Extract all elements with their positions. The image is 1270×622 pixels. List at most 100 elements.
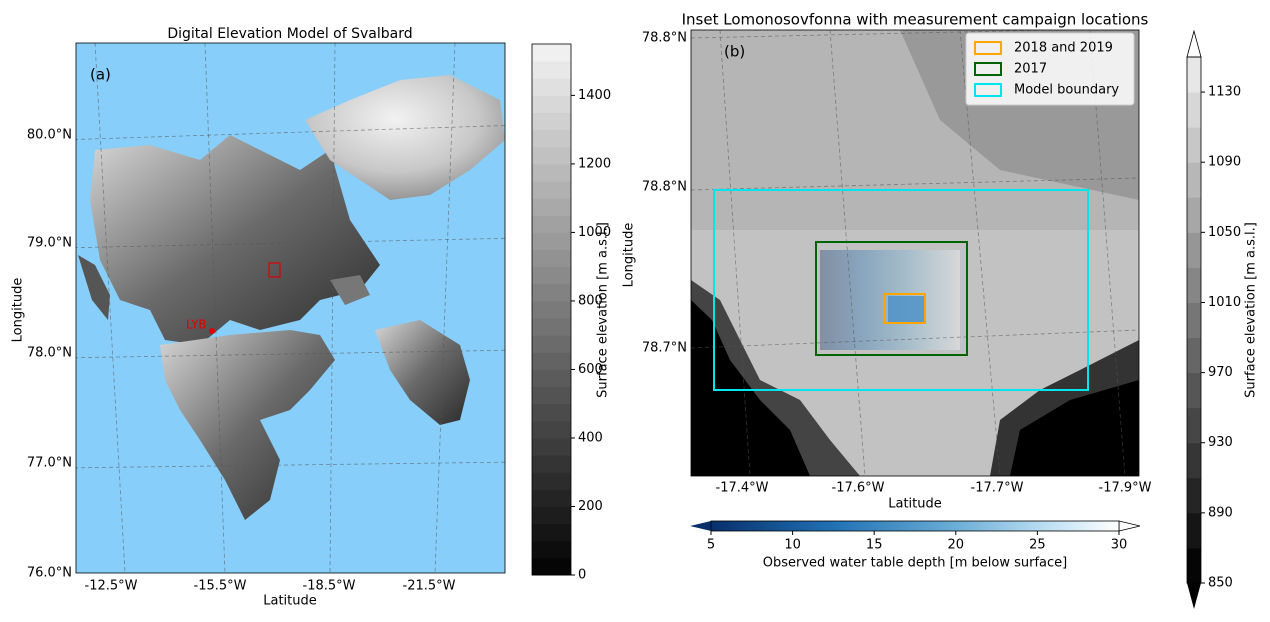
colorbar-tick-label: 1090 (1208, 155, 1241, 170)
colorbar-band (1187, 372, 1201, 409)
colorbar-band (1187, 442, 1201, 479)
colorbar-tick-label: 930 (1208, 435, 1233, 450)
colorbar-band (532, 181, 571, 199)
colorbar-tick-label: 970 (1208, 365, 1233, 380)
colorbar-band (532, 335, 571, 353)
colorbar-band (532, 489, 571, 507)
colorbar-band (1187, 337, 1201, 374)
graticule (719, 30, 751, 476)
colorbar-band (1187, 512, 1201, 549)
y-tick-label: 79.0°N (27, 236, 72, 251)
colorbar-band (532, 283, 571, 302)
colorbar-tick-label: 400 (578, 430, 603, 445)
panel-title: Inset Lomonosovfonna with measurement ca… (682, 11, 1149, 29)
x-tick-label: -17.7°W (971, 481, 1024, 496)
x-axis-label: Latitude (888, 497, 942, 512)
colorbar-b: 850 890 930 970 1010 1050 1090 1130 (1186, 29, 1241, 609)
colorbar-band (532, 61, 571, 79)
panel-label: (b) (724, 43, 745, 61)
colorbar-band (532, 112, 571, 131)
colorbar-band (1187, 92, 1201, 128)
graticule (329, 43, 336, 573)
colorbar-band (532, 420, 571, 439)
colorbar-tick-label: 1000 (578, 225, 611, 240)
colorbar-label: Observed water table depth [m below surf… (763, 556, 1067, 571)
colorbar-extend (1187, 583, 1201, 609)
colorbar-label: Surface elevation [m a.s.l.] (1244, 222, 1259, 398)
y-tick-label: 78.7°N (642, 341, 687, 356)
x-tick-label: -12.5°W (85, 579, 138, 594)
colorbar-band (532, 437, 571, 456)
colorbar-band (532, 540, 571, 559)
colorbar-band (1187, 547, 1201, 584)
y-tick-label: 76.0°N (27, 566, 72, 581)
colorbar-tick-label: 1010 (1208, 295, 1241, 310)
colorbar-tick-label: 850 (1208, 576, 1233, 591)
colorbar-tick-label: 1400 (578, 88, 611, 103)
graticule (959, 30, 1001, 476)
colorbar-frame (531, 43, 572, 576)
colorbar-tick-label: 0 (578, 568, 586, 583)
colorbar-band (532, 232, 571, 251)
y-axis-label: Longitude (622, 223, 637, 288)
legend-swatch (974, 62, 1002, 76)
map-a (76, 43, 505, 573)
colorbar-tick-label: 30 (1111, 538, 1128, 553)
graticule (691, 30, 1068, 39)
colorbar-band (1187, 162, 1201, 198)
colorbar-band (532, 352, 571, 370)
graticule (691, 329, 1139, 349)
colorbar-band (532, 557, 571, 576)
legend-swatch (974, 83, 1002, 97)
colorbar-band (532, 472, 571, 490)
legend-swatch (974, 41, 1002, 55)
colorbar-band (532, 369, 571, 388)
colorbar-band (1187, 197, 1201, 233)
depth-colorbar: 5 10 15 20 25 30 (690, 520, 1141, 553)
y-tick-label: 80.0°N (27, 128, 72, 143)
colorbar-tick-label: 1050 (1208, 225, 1241, 240)
colorbar-tick-label: 1200 (578, 156, 611, 171)
colorbar-tick-label: 800 (578, 293, 603, 308)
colorbar-band (532, 146, 571, 165)
colorbar-band (1187, 302, 1201, 339)
graticule (829, 30, 866, 476)
colorbar-band (1187, 232, 1201, 268)
graticule (94, 43, 126, 573)
graticule (1089, 30, 1126, 476)
colorbar-extend (1186, 29, 1202, 58)
legend: 2018 and 2019 2017 Model boundary (965, 32, 1135, 106)
colorbar-band (532, 129, 571, 148)
colorbar-band (532, 163, 571, 182)
colorbar-band (1187, 477, 1201, 514)
x-tick-label: -15.5°W (194, 579, 247, 594)
legend-label: 2018 and 2019 (1014, 41, 1113, 56)
x-tick-label: -21.5°W (403, 579, 456, 594)
colorbar-tick-label: 1130 (1208, 85, 1241, 100)
panel-title: Digital Elevation Model of Svalbard (167, 26, 412, 42)
colorbar-extend (1118, 520, 1141, 532)
colorbar-tick-label: 25 (1029, 538, 1046, 553)
colorbar-band (532, 95, 571, 114)
colorbar-band (532, 78, 571, 96)
colorbar-tick-label: 10 (784, 538, 801, 553)
colorbar-band (532, 215, 571, 233)
y-tick-label: 78.8°N (642, 31, 687, 46)
colorbar-fill (710, 520, 1120, 532)
colorbar-frame (1186, 56, 1202, 584)
x-tick-label: -17.4°W (716, 481, 769, 496)
colorbar-extend (690, 521, 711, 531)
y-tick-label: 78.8°N (642, 180, 687, 195)
colorbar-tick-label: 20 (948, 538, 965, 553)
colorbar-tick-label: 890 (1208, 505, 1233, 520)
colorbar-band (1187, 57, 1201, 93)
colorbar-tick-label: 15 (866, 538, 883, 553)
colorbar-label: Surface elevation [m a.s.l.] (596, 222, 611, 398)
colorbar-band (1187, 267, 1201, 303)
colorbar-band (532, 266, 571, 285)
graticule (691, 177, 1139, 191)
legend-box (965, 32, 1135, 106)
graticule (434, 43, 456, 573)
colorbar-tick-label: 600 (578, 362, 603, 377)
